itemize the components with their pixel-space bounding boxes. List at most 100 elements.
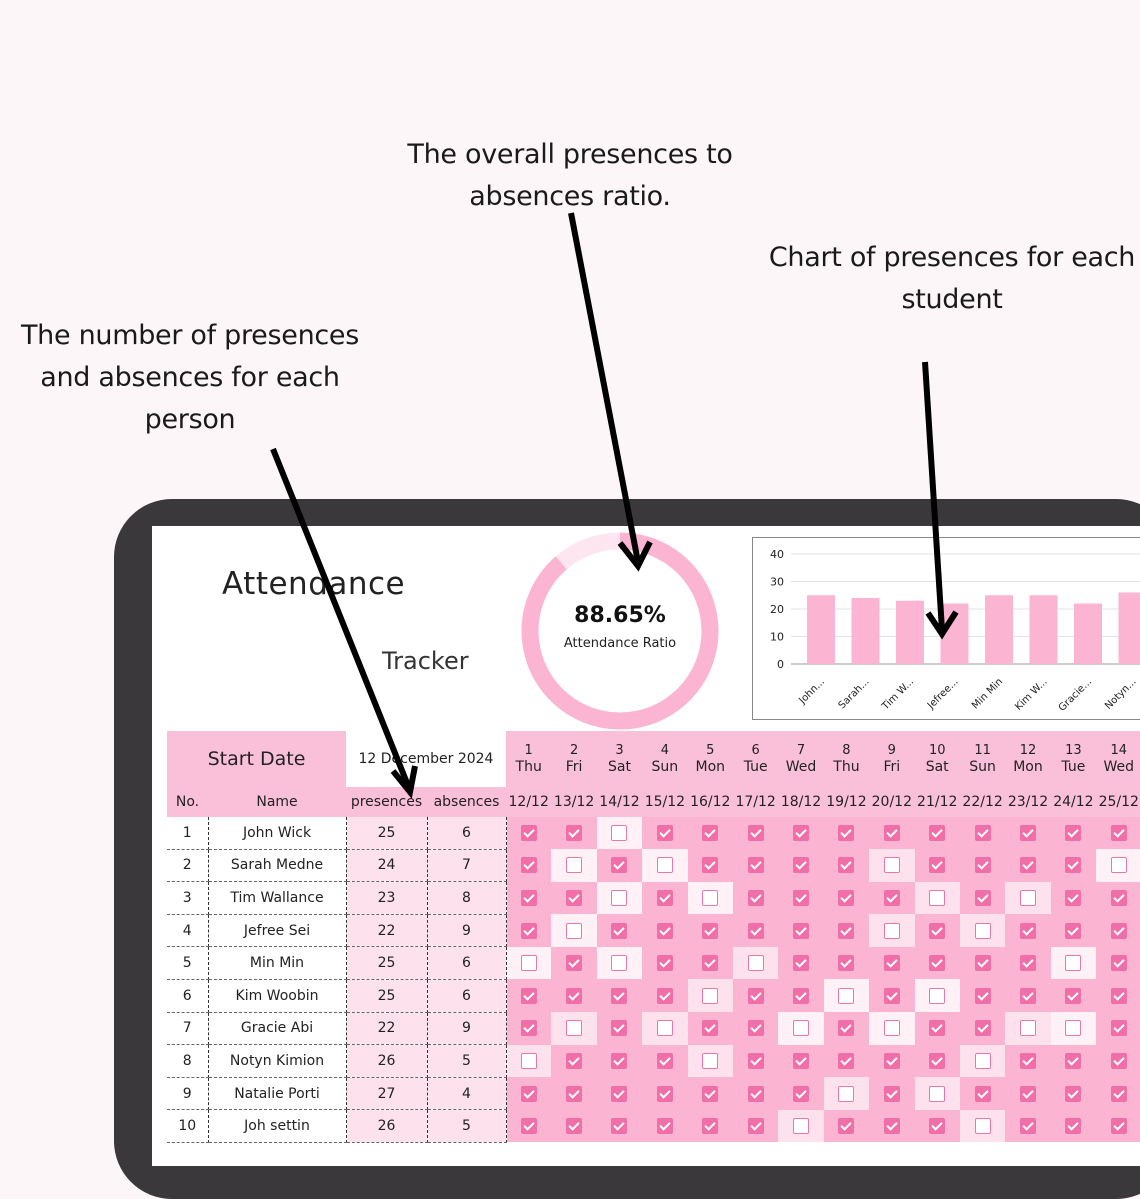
checked-checkbox[interactable] <box>838 890 854 906</box>
checked-checkbox[interactable] <box>975 1086 991 1102</box>
unchecked-checkbox[interactable] <box>521 1053 537 1069</box>
checked-checkbox[interactable] <box>929 1020 945 1036</box>
checked-checkbox[interactable] <box>657 923 673 939</box>
unchecked-checkbox[interactable] <box>611 955 627 971</box>
checked-checkbox[interactable] <box>657 1118 673 1134</box>
checked-checkbox[interactable] <box>838 857 854 873</box>
unchecked-checkbox[interactable] <box>566 923 582 939</box>
checked-checkbox[interactable] <box>1111 1086 1127 1102</box>
checked-checkbox[interactable] <box>566 1118 582 1134</box>
checked-checkbox[interactable] <box>702 1118 718 1134</box>
checked-checkbox[interactable] <box>1111 890 1127 906</box>
checked-checkbox[interactable] <box>1020 857 1036 873</box>
checked-checkbox[interactable] <box>657 955 673 971</box>
checked-checkbox[interactable] <box>748 1053 764 1069</box>
checked-checkbox[interactable] <box>566 988 582 1004</box>
checked-checkbox[interactable] <box>838 1020 854 1036</box>
checked-checkbox[interactable] <box>1065 923 1081 939</box>
checked-checkbox[interactable] <box>1111 1020 1127 1036</box>
checked-checkbox[interactable] <box>748 1086 764 1102</box>
unchecked-checkbox[interactable] <box>884 1020 900 1036</box>
unchecked-checkbox[interactable] <box>975 1053 991 1069</box>
checked-checkbox[interactable] <box>748 1020 764 1036</box>
checked-checkbox[interactable] <box>838 923 854 939</box>
unchecked-checkbox[interactable] <box>1020 890 1036 906</box>
checked-checkbox[interactable] <box>975 988 991 1004</box>
checked-checkbox[interactable] <box>884 1053 900 1069</box>
checked-checkbox[interactable] <box>1111 988 1127 1004</box>
checked-checkbox[interactable] <box>975 825 991 841</box>
checked-checkbox[interactable] <box>657 1086 673 1102</box>
unchecked-checkbox[interactable] <box>566 1020 582 1036</box>
checked-checkbox[interactable] <box>1020 825 1036 841</box>
checked-checkbox[interactable] <box>702 825 718 841</box>
checked-checkbox[interactable] <box>566 1053 582 1069</box>
checked-checkbox[interactable] <box>521 988 537 1004</box>
checked-checkbox[interactable] <box>793 955 809 971</box>
checked-checkbox[interactable] <box>1065 825 1081 841</box>
checked-checkbox[interactable] <box>929 825 945 841</box>
checked-checkbox[interactable] <box>1111 923 1127 939</box>
checked-checkbox[interactable] <box>1111 955 1127 971</box>
checked-checkbox[interactable] <box>702 923 718 939</box>
checked-checkbox[interactable] <box>611 1053 627 1069</box>
checked-checkbox[interactable] <box>884 955 900 971</box>
checked-checkbox[interactable] <box>748 890 764 906</box>
checked-checkbox[interactable] <box>793 857 809 873</box>
checked-checkbox[interactable] <box>793 825 809 841</box>
checked-checkbox[interactable] <box>929 923 945 939</box>
checked-checkbox[interactable] <box>1020 1053 1036 1069</box>
checked-checkbox[interactable] <box>748 857 764 873</box>
checked-checkbox[interactable] <box>975 890 991 906</box>
checked-checkbox[interactable] <box>521 1118 537 1134</box>
checked-checkbox[interactable] <box>884 988 900 1004</box>
checked-checkbox[interactable] <box>884 1118 900 1134</box>
unchecked-checkbox[interactable] <box>975 1118 991 1134</box>
checked-checkbox[interactable] <box>1020 988 1036 1004</box>
unchecked-checkbox[interactable] <box>702 890 718 906</box>
checked-checkbox[interactable] <box>793 1053 809 1069</box>
unchecked-checkbox[interactable] <box>975 923 991 939</box>
checked-checkbox[interactable] <box>1020 955 1036 971</box>
checked-checkbox[interactable] <box>975 857 991 873</box>
unchecked-checkbox[interactable] <box>566 857 582 873</box>
checked-checkbox[interactable] <box>748 825 764 841</box>
checked-checkbox[interactable] <box>611 857 627 873</box>
checked-checkbox[interactable] <box>657 825 673 841</box>
checked-checkbox[interactable] <box>975 1020 991 1036</box>
checked-checkbox[interactable] <box>793 890 809 906</box>
checked-checkbox[interactable] <box>702 1086 718 1102</box>
unchecked-checkbox[interactable] <box>929 890 945 906</box>
unchecked-checkbox[interactable] <box>1020 1020 1036 1036</box>
checked-checkbox[interactable] <box>611 923 627 939</box>
unchecked-checkbox[interactable] <box>1065 1020 1081 1036</box>
unchecked-checkbox[interactable] <box>793 1020 809 1036</box>
checked-checkbox[interactable] <box>566 955 582 971</box>
unchecked-checkbox[interactable] <box>611 825 627 841</box>
checked-checkbox[interactable] <box>521 923 537 939</box>
unchecked-checkbox[interactable] <box>657 857 673 873</box>
unchecked-checkbox[interactable] <box>793 1118 809 1134</box>
unchecked-checkbox[interactable] <box>521 955 537 971</box>
checked-checkbox[interactable] <box>611 988 627 1004</box>
checked-checkbox[interactable] <box>521 890 537 906</box>
checked-checkbox[interactable] <box>521 857 537 873</box>
checked-checkbox[interactable] <box>793 1086 809 1102</box>
checked-checkbox[interactable] <box>1065 890 1081 906</box>
checked-checkbox[interactable] <box>748 988 764 1004</box>
checked-checkbox[interactable] <box>884 825 900 841</box>
checked-checkbox[interactable] <box>702 955 718 971</box>
checked-checkbox[interactable] <box>1065 1053 1081 1069</box>
checked-checkbox[interactable] <box>657 1053 673 1069</box>
unchecked-checkbox[interactable] <box>702 1053 718 1069</box>
checked-checkbox[interactable] <box>566 825 582 841</box>
checked-checkbox[interactable] <box>1020 923 1036 939</box>
checked-checkbox[interactable] <box>611 1118 627 1134</box>
checked-checkbox[interactable] <box>748 923 764 939</box>
checked-checkbox[interactable] <box>611 1086 627 1102</box>
checked-checkbox[interactable] <box>702 1020 718 1036</box>
checked-checkbox[interactable] <box>838 955 854 971</box>
unchecked-checkbox[interactable] <box>611 890 627 906</box>
unchecked-checkbox[interactable] <box>929 1086 945 1102</box>
unchecked-checkbox[interactable] <box>657 1020 673 1036</box>
